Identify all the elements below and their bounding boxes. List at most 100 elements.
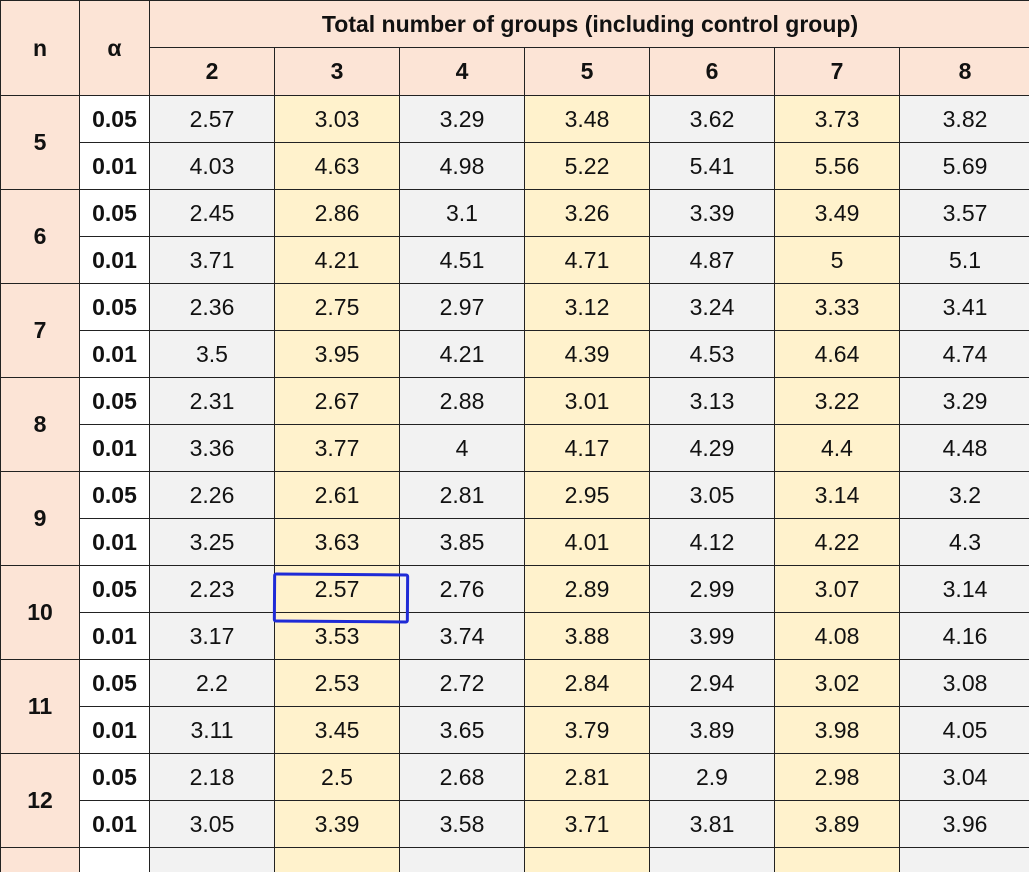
alpha-value-cell: 0.01 (79, 518, 150, 566)
critical-value-cell: 3.14 (774, 471, 900, 519)
critical-value-cell: 2.95 (524, 471, 650, 519)
critical-value-cell: 3.03 (274, 95, 400, 143)
partial-cell (274, 847, 400, 872)
critical-value-cell: 3.85 (399, 518, 525, 566)
critical-value-cell: 5.69 (898, 142, 1029, 190)
critical-value-cell: 3.98 (774, 706, 900, 754)
critical-value-cell: 3.53 (274, 612, 400, 660)
critical-value-cell: 3.62 (649, 95, 775, 143)
critical-value-cell: 3.41 (898, 283, 1029, 331)
n-column-header: n (0, 0, 80, 96)
critical-value-cell: 3.11 (149, 706, 275, 754)
critical-value-cell: 4.21 (274, 236, 400, 284)
n-value-cell: 5 (0, 95, 80, 190)
critical-value-cell: 2.81 (399, 471, 525, 519)
table-row: 9 0.05 2.26 2.61 2.81 2.95 3.05 3.14 3.2 (0, 471, 1029, 566)
critical-value-cell: 3.24 (649, 283, 775, 331)
partial-cell (649, 847, 775, 872)
critical-value-cell: 2.31 (149, 377, 275, 425)
alpha-value-cell: 0.01 (79, 330, 150, 378)
critical-value-cell: 2.75 (274, 283, 400, 331)
critical-value-cell: 3.88 (524, 612, 650, 660)
critical-value-cell: 2.2 (149, 659, 275, 707)
table-row: 0.01 3.5 3.95 4.21 4.39 4.53 4.64 4.74 (1, 330, 1029, 378)
table-row: 8 0.05 2.31 2.67 2.88 3.01 3.13 3.22 3.29 (0, 377, 1029, 472)
alpha-value-cell: 0.01 (79, 142, 150, 190)
critical-value-cell: 4.4 (774, 424, 900, 472)
alpha-value-cell: 0.01 (79, 800, 150, 848)
critical-value-cell: 3.65 (399, 706, 525, 754)
critical-value-cell: 3.73 (774, 95, 900, 143)
critical-value-cell: 4.03 (149, 142, 275, 190)
critical-value-cell: 4.08 (774, 612, 900, 660)
critical-value-cell: 4.74 (898, 330, 1029, 378)
critical-value-cell: 3.04 (898, 753, 1029, 801)
critical-value-cell: 3.29 (898, 377, 1029, 425)
critical-value-cell: 3.05 (149, 800, 275, 848)
group-header-7: 7 (774, 47, 900, 96)
table-row: 0.01 3.36 3.77 4 4.17 4.29 4.4 4.48 (1, 424, 1029, 472)
critical-value-cell: 4.64 (774, 330, 900, 378)
critical-value-cell: 2.97 (399, 283, 525, 331)
table-row: 0.01 3.05 3.39 3.58 3.71 3.81 3.89 3.96 (1, 800, 1029, 848)
alpha-column-header: α (79, 0, 150, 96)
critical-value-cell: 4.48 (898, 424, 1029, 472)
alpha-value-cell: 0.01 (79, 236, 150, 284)
critical-value-cell: 3.79 (524, 706, 650, 754)
critical-value-cell: 3.63 (274, 518, 400, 566)
critical-value-cell: 2.89 (524, 565, 650, 613)
group-header-2: 2 (149, 47, 275, 96)
critical-value-cell: 3.26 (524, 189, 650, 237)
critical-value-cell: 3.99 (649, 612, 775, 660)
n-value-cell: 11 (0, 659, 80, 754)
critical-value-cell: 5.41 (649, 142, 775, 190)
critical-value-cell: 3.5 (149, 330, 275, 378)
critical-value-cell: 4.39 (524, 330, 650, 378)
alpha-value-cell: 0.05 (79, 283, 150, 331)
critical-value-cell: 3.82 (898, 95, 1029, 143)
critical-value-cell: 4.17 (524, 424, 650, 472)
critical-value-cell: 3.02 (774, 659, 900, 707)
critical-value-cell: 3.08 (898, 659, 1029, 707)
critical-value-cell: 3.96 (898, 800, 1029, 848)
group-header-5: 5 (524, 47, 650, 96)
critical-value-cell: 3.01 (524, 377, 650, 425)
critical-value-cell: 3.22 (774, 377, 900, 425)
critical-value-cell: 3.1 (399, 189, 525, 237)
alpha-value-cell: 0.01 (79, 424, 150, 472)
critical-value-cell: 3.57 (898, 189, 1029, 237)
critical-value-cell: 3.95 (274, 330, 400, 378)
partial-cell (399, 847, 525, 872)
critical-value-cell: 2.45 (149, 189, 275, 237)
critical-value-cell: 3.13 (649, 377, 775, 425)
critical-value-cell: 4.21 (399, 330, 525, 378)
critical-value-cell: 2.5 (274, 753, 400, 801)
alpha-value-cell: 0.05 (79, 753, 150, 801)
critical-value-cell: 2.57 (274, 565, 400, 613)
critical-value-cell: 4.98 (399, 142, 525, 190)
critical-value-cell: 3.33 (774, 283, 900, 331)
critical-value-cell: 3.36 (149, 424, 275, 472)
critical-value-cell: 3.77 (274, 424, 400, 472)
critical-value-cell: 3.45 (274, 706, 400, 754)
critical-value-cell: 2.23 (149, 565, 275, 613)
critical-value-cell: 3.89 (774, 800, 900, 848)
critical-value-cell: 2.76 (399, 565, 525, 613)
table-row: 0.01 4.03 4.63 4.98 5.22 5.41 5.56 5.69 (1, 142, 1029, 190)
partial-cell (79, 847, 150, 872)
table-row: 7 0.05 2.36 2.75 2.97 3.12 3.24 3.33 3.41 (0, 283, 1029, 378)
critical-value-cell: 2.9 (649, 753, 775, 801)
table-row: 0.01 3.11 3.45 3.65 3.79 3.89 3.98 4.05 (1, 706, 1029, 754)
critical-value-cell: 3.39 (649, 189, 775, 237)
partial-cell (898, 847, 1029, 872)
critical-value-cell: 4.87 (649, 236, 775, 284)
table-body: 5 0.05 2.57 3.03 3.29 3.48 3.62 3.73 3.82 0.01 4.0… (0, 95, 1029, 872)
critical-value-cell: 3.74 (399, 612, 525, 660)
critical-value-cell: 4.3 (898, 518, 1029, 566)
critical-value-cell: 5 (774, 236, 900, 284)
critical-value-cell: 2.86 (274, 189, 400, 237)
critical-value-cell: 3.81 (649, 800, 775, 848)
n-value-cell: 12 (0, 753, 80, 848)
